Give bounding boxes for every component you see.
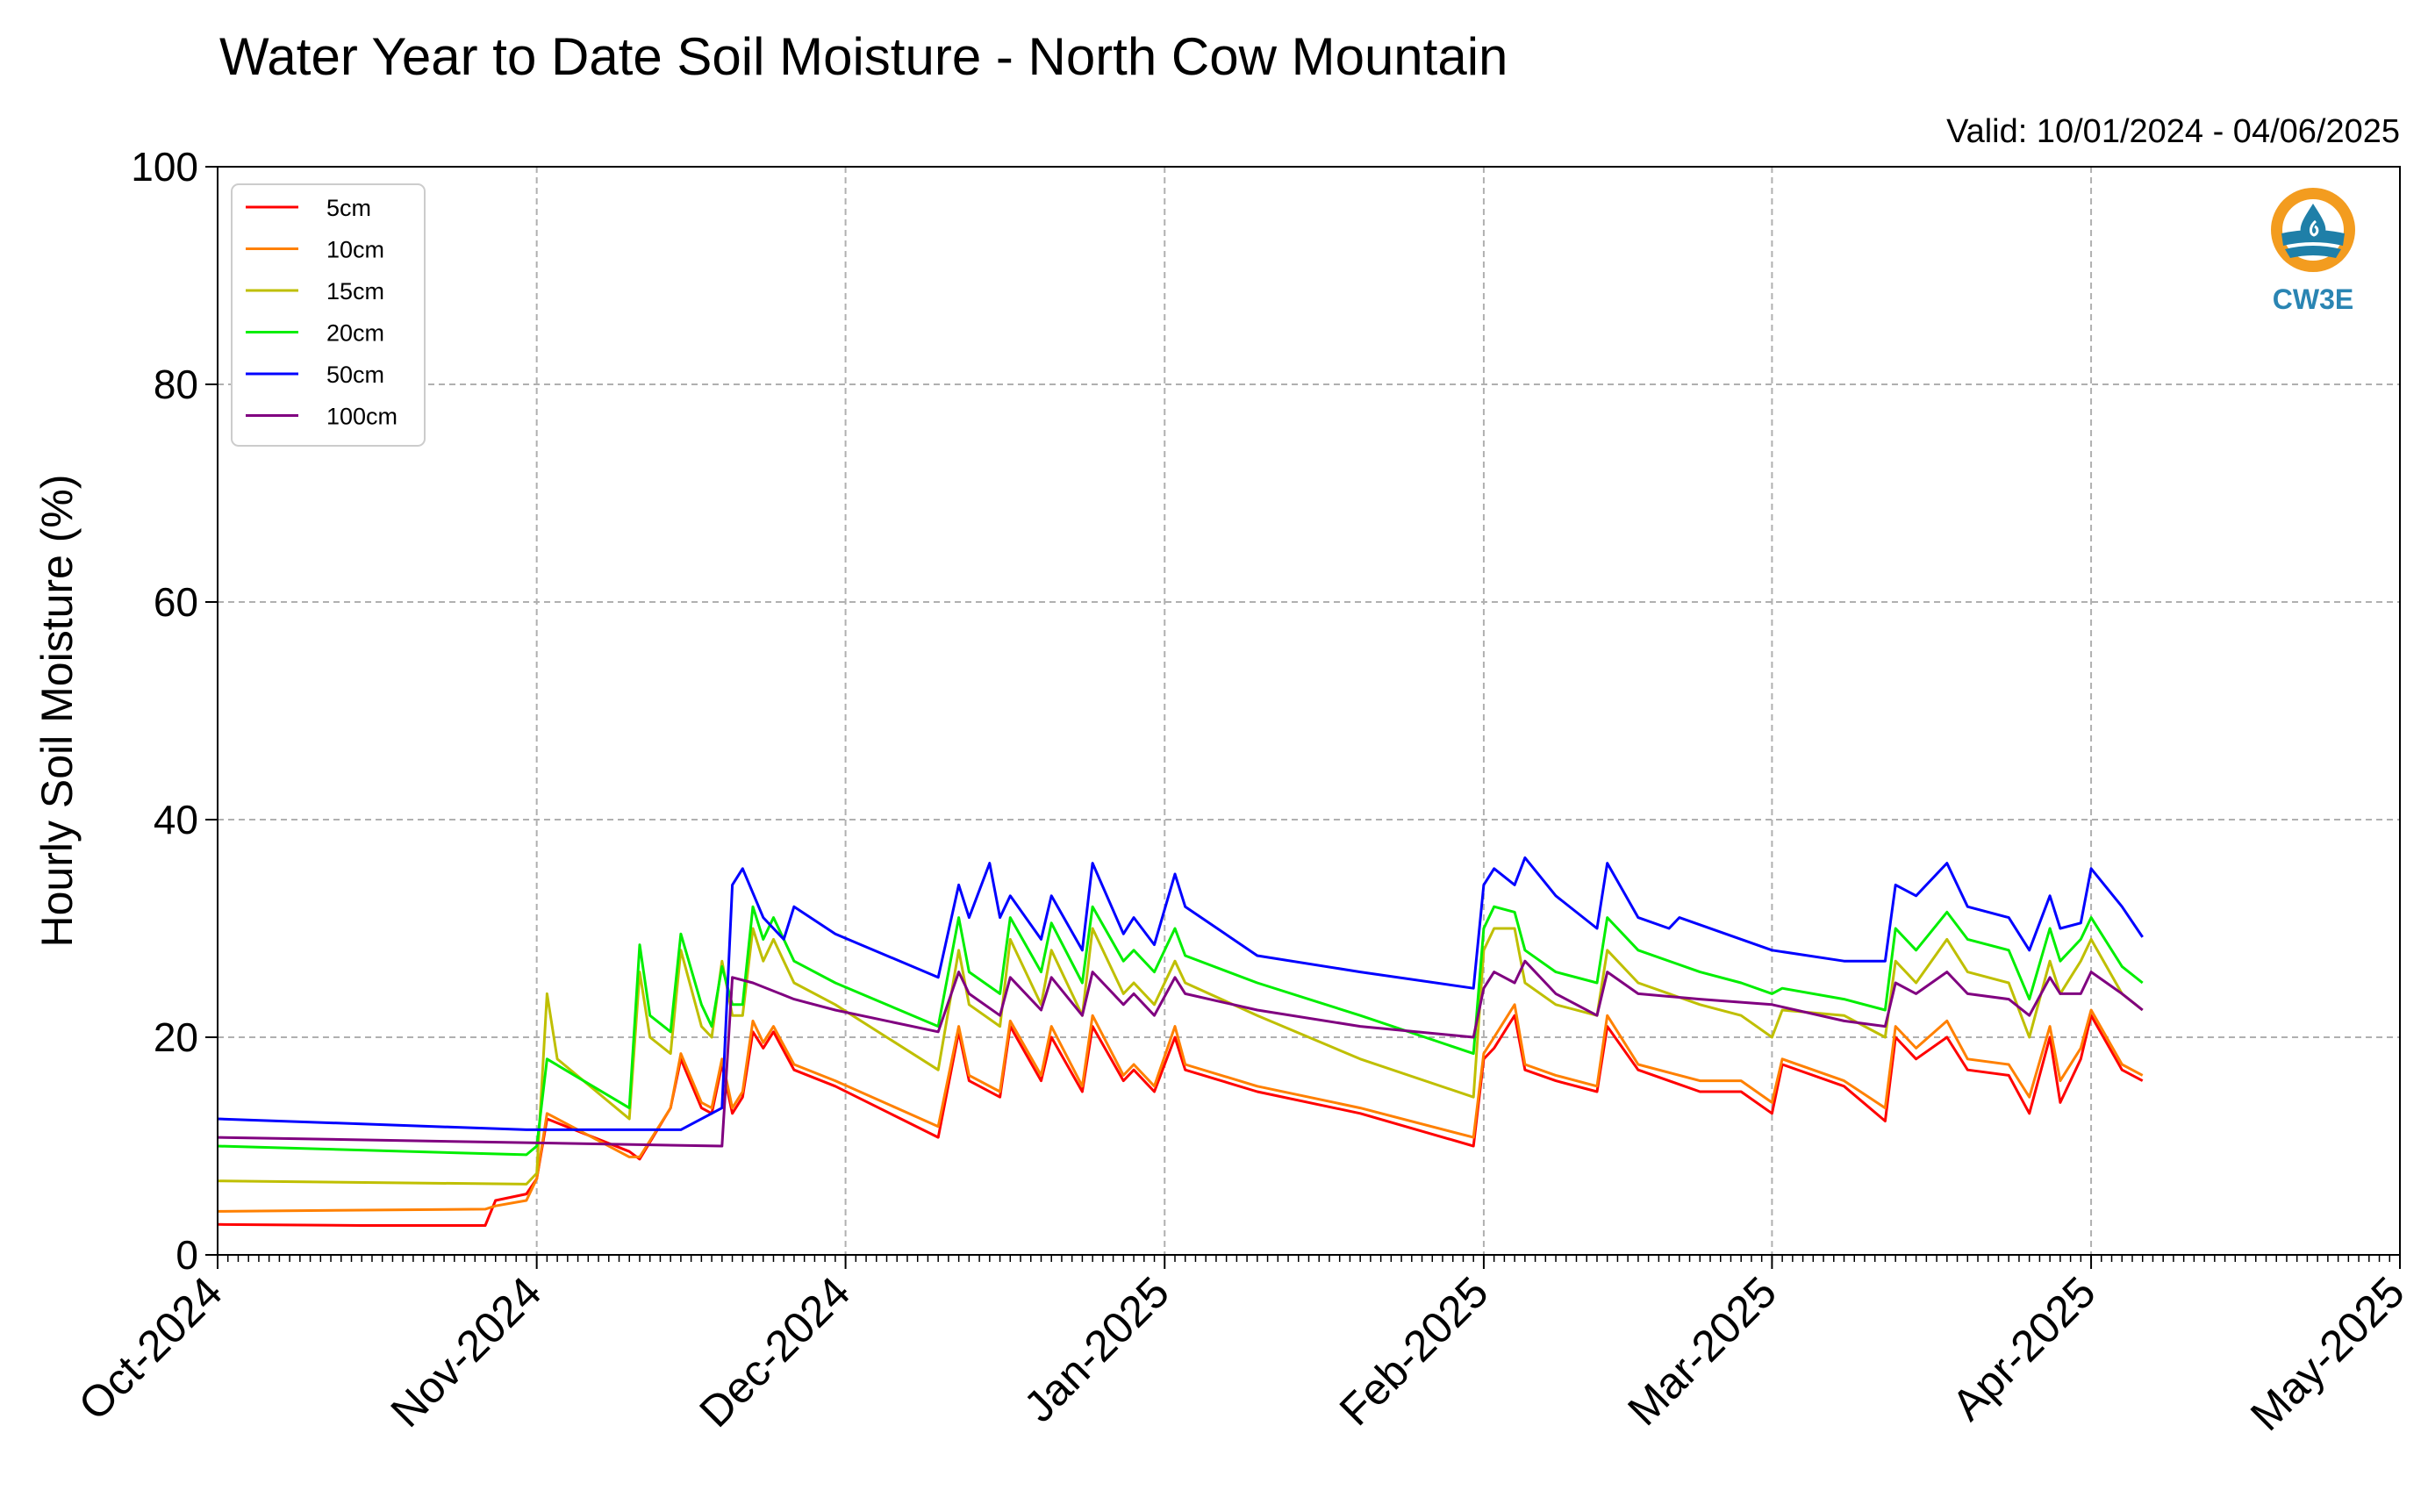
legend-label-100cm: 100cm bbox=[326, 404, 398, 430]
x-axis-ticks: Oct-2024 Nov-2024 Dec-2024 Jan-2025 Feb-2025… bbox=[69, 1255, 2414, 1440]
x-tick-label: Nov-2024 bbox=[382, 1267, 551, 1437]
series-line-100cm bbox=[217, 959, 2144, 1148]
legend-label-20cm: 20cm bbox=[326, 320, 384, 347]
series-line-10cm bbox=[217, 1003, 2144, 1213]
x-tick-label: Oct-2024 bbox=[69, 1267, 232, 1430]
y-tick-label: 0 bbox=[175, 1232, 198, 1278]
logo-water-body bbox=[2281, 230, 2345, 258]
raindrop-icon bbox=[2300, 204, 2326, 240]
cw3e-logo: CW3E bbox=[2271, 188, 2355, 315]
y-tick-label: 100 bbox=[131, 144, 198, 190]
series-line-20cm bbox=[217, 905, 2144, 1157]
data-series bbox=[217, 856, 2144, 1227]
grid-lines bbox=[218, 167, 2400, 1255]
chart-title: Water Year to Date Soil Moisture - North… bbox=[219, 27, 1508, 86]
x-tick-label: May-2025 bbox=[2241, 1267, 2414, 1440]
x-tick-label: Apr-2025 bbox=[1943, 1267, 2105, 1430]
y-tick-label: 20 bbox=[154, 1014, 198, 1060]
y-tick-label: 60 bbox=[154, 579, 198, 625]
legend-label-15cm: 15cm bbox=[326, 278, 384, 305]
y-axis-ticks: 0 20 40 60 80 100 bbox=[131, 144, 218, 1278]
y-tick-label: 40 bbox=[154, 797, 198, 842]
series-line-50cm bbox=[217, 856, 2144, 1131]
logo-drop-swirl bbox=[2310, 219, 2319, 237]
series-line-15cm bbox=[217, 927, 2144, 1186]
x-tick-label: Mar-2025 bbox=[1618, 1267, 1786, 1435]
x-tick-label: Feb-2025 bbox=[1330, 1267, 1498, 1435]
plot-frame bbox=[217, 166, 2401, 1256]
x-tick-label: Jan-2025 bbox=[1014, 1267, 1178, 1431]
x-tick-label: Dec-2024 bbox=[690, 1267, 859, 1437]
series-line-5cm bbox=[217, 1014, 2144, 1227]
valid-date-range: Valid: 10/01/2024 - 04/06/2025 bbox=[1946, 113, 2400, 150]
legend-label-5cm: 5cm bbox=[326, 195, 371, 221]
legend-label-10cm: 10cm bbox=[326, 237, 384, 263]
legend-label-50cm: 50cm bbox=[326, 362, 384, 388]
y-tick-label: 80 bbox=[154, 362, 198, 407]
y-axis-label: Hourly Soil Moisture (%) bbox=[32, 474, 82, 947]
logo-text: CW3E bbox=[2273, 283, 2353, 315]
legend: 5cm 10cm 15cm 20cm 50cm 100cm bbox=[231, 183, 426, 447]
